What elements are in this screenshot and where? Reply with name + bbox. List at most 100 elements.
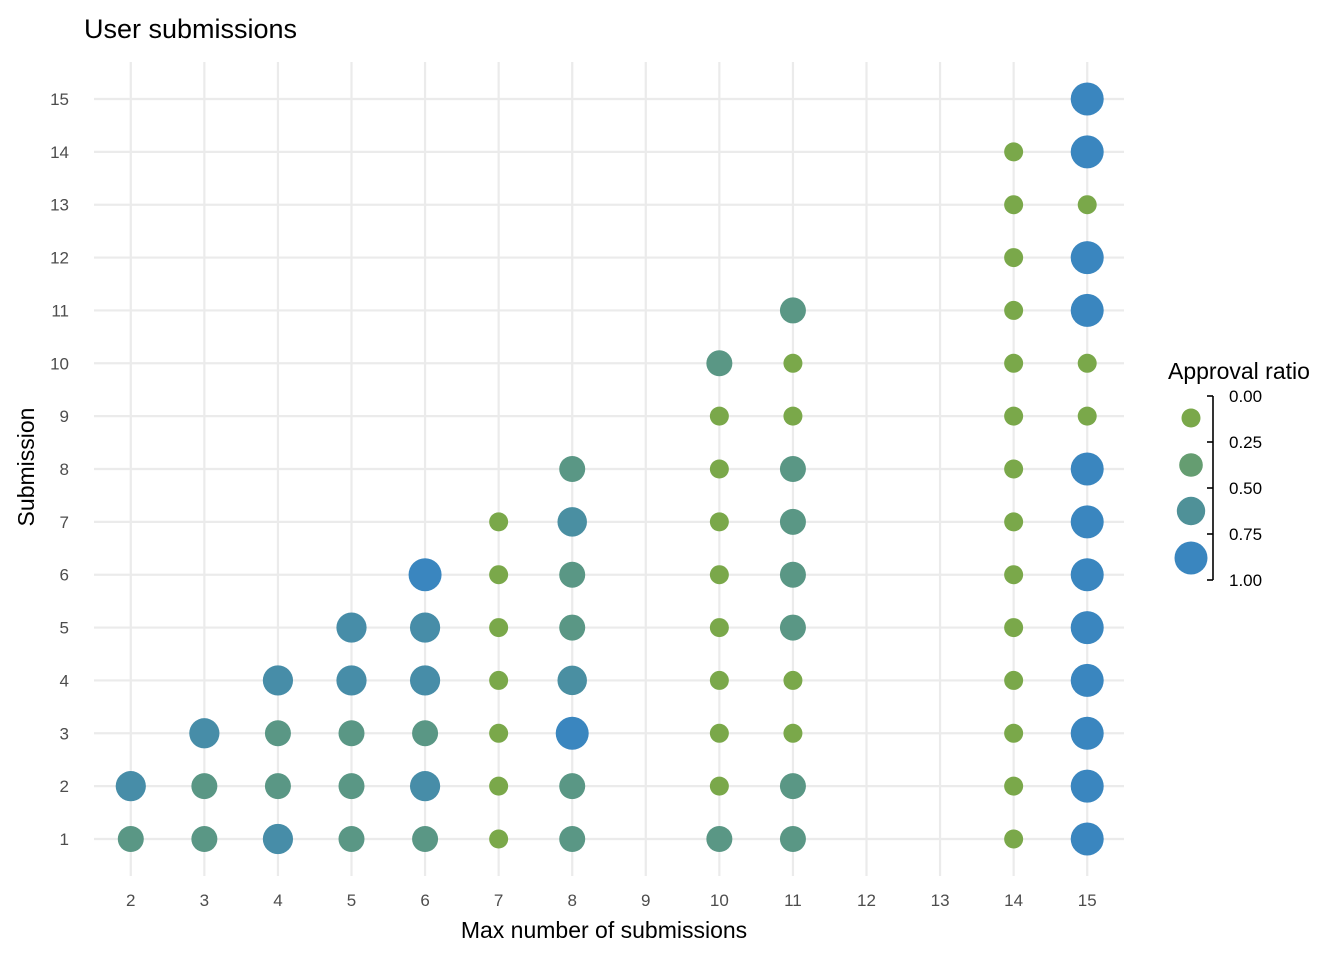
data-point	[262, 665, 294, 696]
data-point	[779, 826, 806, 852]
x-tick-label: 11	[784, 891, 802, 910]
data-point	[783, 723, 803, 743]
data-point	[559, 614, 586, 641]
legend-label: 0.75	[1229, 525, 1262, 544]
y-tick-label: 4	[60, 671, 69, 690]
x-tick-label: 8	[567, 891, 576, 910]
data-point	[191, 773, 218, 800]
data-point	[338, 720, 365, 747]
data-point	[1004, 512, 1024, 532]
data-point	[779, 614, 806, 641]
data-point	[489, 565, 509, 585]
data-point	[1004, 195, 1024, 215]
data-point	[1070, 822, 1104, 856]
legend-key	[1181, 408, 1201, 428]
x-tick-label: 5	[347, 891, 356, 910]
data-point	[489, 776, 509, 796]
data-point	[489, 512, 509, 532]
x-tick-label: 15	[1078, 891, 1097, 910]
y-tick-label: 15	[50, 90, 69, 109]
data-point	[1070, 505, 1104, 539]
data-point	[489, 723, 509, 743]
data-point	[1077, 406, 1097, 426]
data-point	[1004, 776, 1024, 796]
data-point	[1077, 195, 1097, 215]
data-point	[709, 406, 729, 426]
data-point	[783, 670, 803, 690]
legend-key	[1174, 541, 1208, 575]
data-point	[1004, 300, 1024, 320]
data-point	[338, 826, 365, 852]
data-point	[709, 723, 729, 743]
data-point	[1004, 670, 1024, 690]
x-tick-label: 3	[200, 891, 209, 910]
data-point	[709, 670, 729, 690]
data-point	[1070, 293, 1104, 327]
x-tick-label: 6	[420, 891, 429, 910]
data-point	[1004, 723, 1024, 743]
x-axis-title: Max number of submissions	[461, 917, 747, 943]
y-tick-label: 10	[50, 354, 69, 373]
legend-key	[1179, 453, 1203, 477]
data-point	[117, 826, 144, 852]
data-point	[409, 612, 441, 643]
data-point	[409, 665, 441, 696]
grid-lines	[94, 62, 1124, 876]
legend-label: 0.25	[1229, 433, 1262, 452]
y-tick-label: 12	[50, 249, 69, 268]
data-point	[1070, 716, 1104, 750]
data-point	[409, 771, 441, 802]
data-point	[115, 771, 146, 802]
data-point	[1070, 663, 1104, 697]
y-tick-label: 14	[50, 143, 69, 162]
y-tick-label: 1	[60, 830, 69, 849]
y-tick-label: 5	[60, 619, 69, 638]
data-point	[264, 720, 291, 747]
data-point	[709, 618, 729, 638]
data-point	[783, 406, 803, 426]
data-point	[779, 456, 806, 482]
data-point	[336, 612, 367, 643]
data-point	[1070, 135, 1104, 169]
x-tick-label: 14	[1004, 891, 1023, 910]
data-point	[1070, 611, 1104, 645]
x-tick-label: 9	[641, 891, 650, 910]
y-tick-label: 3	[60, 724, 69, 743]
data-point	[1004, 142, 1024, 162]
data-point	[1004, 248, 1024, 268]
data-point	[1070, 241, 1104, 275]
data-point	[489, 829, 509, 849]
data-point	[783, 353, 803, 373]
data-point	[557, 665, 587, 696]
data-points	[115, 82, 1104, 856]
data-point	[709, 459, 729, 479]
y-tick-label: 2	[60, 777, 69, 796]
data-point	[779, 561, 806, 588]
data-point	[412, 720, 439, 747]
data-point	[1004, 618, 1024, 638]
data-point	[1070, 769, 1104, 803]
data-point	[336, 665, 367, 696]
data-point	[1004, 459, 1024, 479]
data-point	[555, 716, 589, 750]
y-axis-title: Submission	[13, 408, 39, 527]
data-point	[779, 297, 806, 324]
data-point	[709, 512, 729, 532]
data-point	[706, 350, 733, 377]
x-tick-label: 10	[710, 891, 729, 910]
x-tick-label: 12	[857, 891, 876, 910]
data-point	[338, 773, 365, 800]
data-point	[559, 561, 586, 588]
legend-label: 0.00	[1229, 387, 1262, 406]
data-point	[1004, 353, 1024, 373]
x-axis-ticks: 2 3 4 5 6 7 8 9 10 11 12 13 14 15	[126, 891, 1097, 910]
y-tick-label: 9	[60, 407, 69, 426]
legend: Approval ratio 0.00 0.25 0.50 0.75 1.00	[1168, 358, 1310, 590]
data-point	[1004, 565, 1024, 585]
data-point	[709, 776, 729, 796]
legend-label: 1.00	[1229, 571, 1262, 590]
data-point	[1070, 82, 1104, 116]
data-point	[557, 507, 587, 537]
